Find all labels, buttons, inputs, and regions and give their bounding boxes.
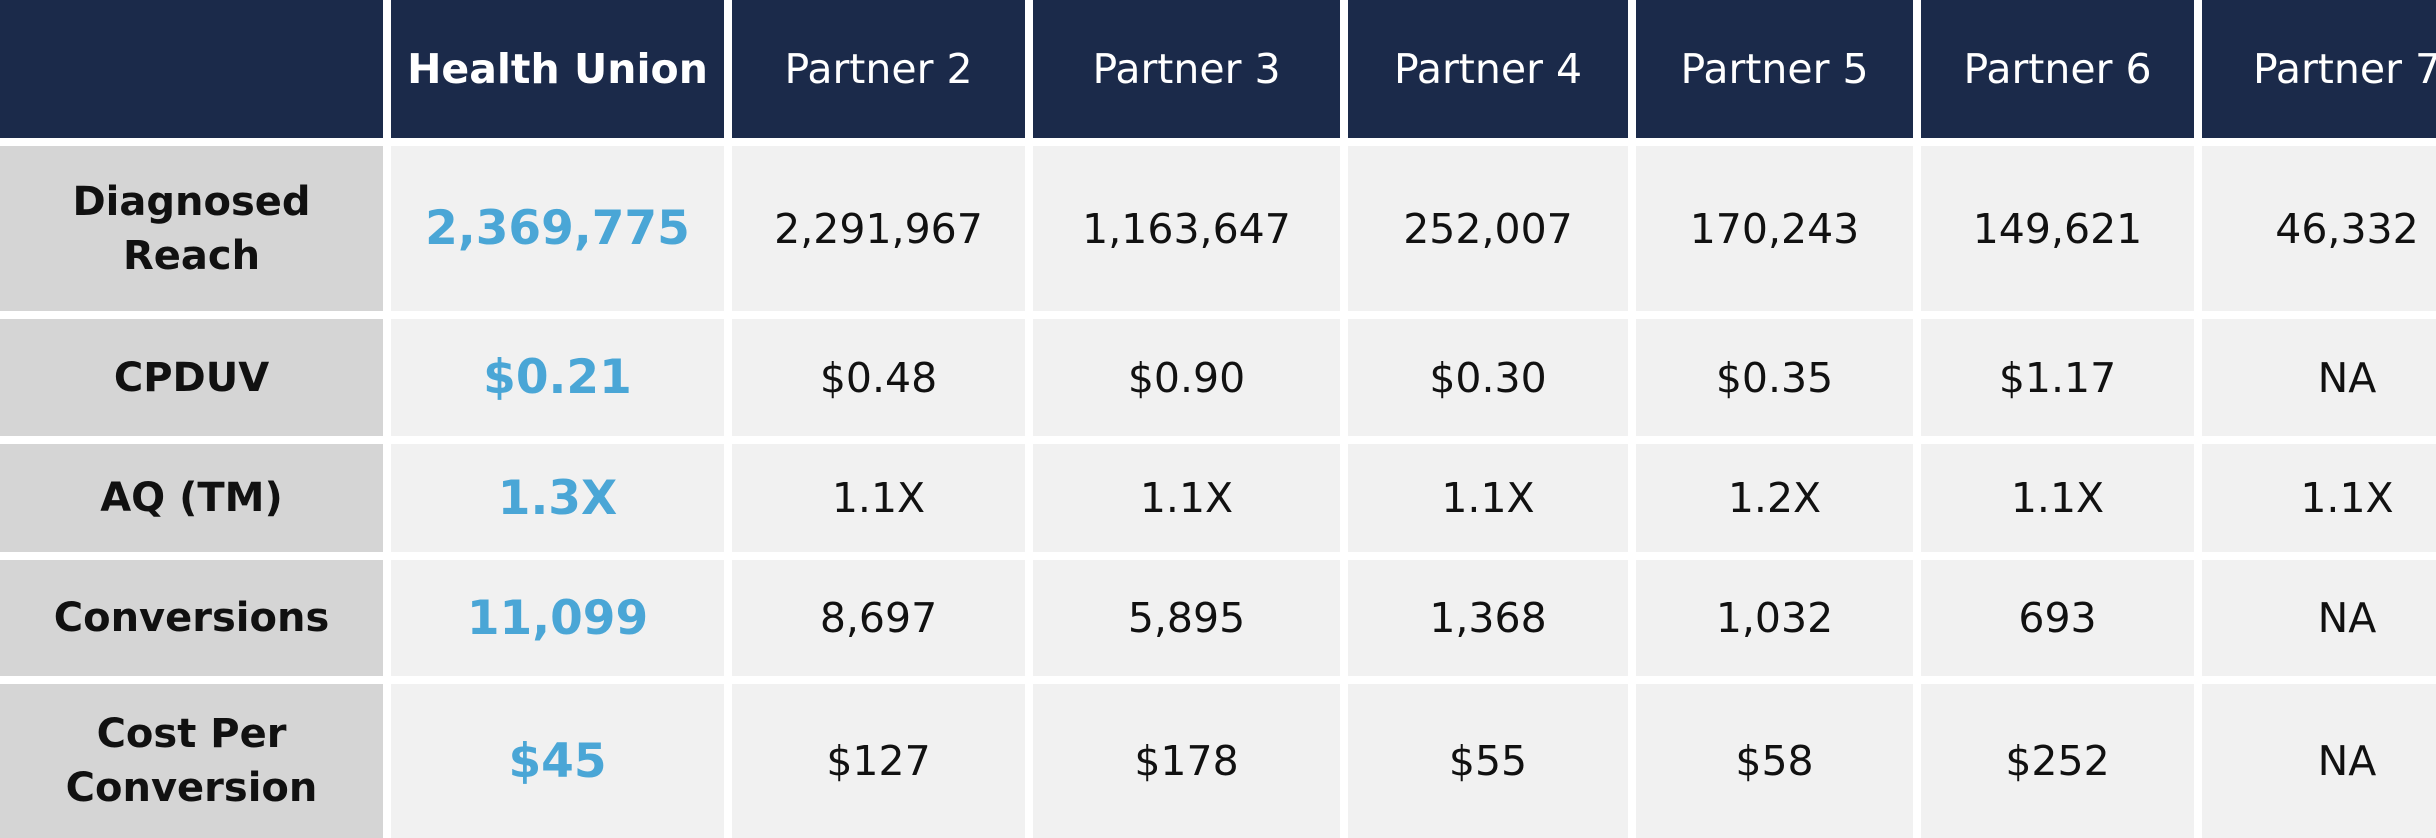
row-label-line: CPDUV xyxy=(113,354,270,401)
table-cell: 1.1X xyxy=(1348,444,1628,552)
header-partner-3: Partner 3 xyxy=(1033,0,1340,138)
row-label-line: Conversions xyxy=(53,595,330,641)
table-cell: 1,163,647 xyxy=(1033,146,1340,311)
health-union-value: 11,099 xyxy=(391,560,724,676)
row-label-line: Diagnosed xyxy=(72,178,311,225)
table-cell: 5,895 xyxy=(1033,560,1340,676)
row-label-diagnosed-reach: Diagnosed Reach xyxy=(0,146,383,311)
table-cell: 252,007 xyxy=(1348,146,1628,311)
header-partner-4: Partner 4 xyxy=(1348,0,1628,138)
table-cell: 1.1X xyxy=(2202,444,2436,552)
table-cell: 8,697 xyxy=(732,560,1025,676)
table-cell: 2,291,967 xyxy=(732,146,1025,311)
table-cell: 1,368 xyxy=(1348,560,1628,676)
row-label-cost-per-conversion: Cost Per Conversion xyxy=(0,684,383,838)
table-cell: $178 xyxy=(1033,684,1340,838)
table-cell: 693 xyxy=(1921,560,2194,676)
header-corner xyxy=(0,0,383,138)
table-cell: $252 xyxy=(1921,684,2194,838)
table-cell: $127 xyxy=(732,684,1025,838)
table-cell: NA xyxy=(2202,684,2436,838)
table-cell: $58 xyxy=(1636,684,1913,838)
header-partner-5: Partner 5 xyxy=(1636,0,1913,138)
row-label-line: Conversion xyxy=(65,765,318,811)
table-cell: 1.1X xyxy=(732,444,1025,552)
header-partner-2: Partner 2 xyxy=(732,0,1025,138)
row-label-line: AQ (TM) xyxy=(100,475,283,521)
table-cell: 149,621 xyxy=(1921,146,2194,311)
row-label-line: Reach xyxy=(122,232,261,279)
table-cell: 1.1X xyxy=(1033,444,1340,552)
table-cell: $0.90 xyxy=(1033,319,1340,436)
row-label-line: Cost Per xyxy=(96,711,287,757)
row-label-conversions: Conversions xyxy=(0,560,383,676)
health-union-value: 1.3X xyxy=(391,444,724,552)
header-partner-6: Partner 6 xyxy=(1921,0,2194,138)
table-cell: $0.35 xyxy=(1636,319,1913,436)
table-cell: NA xyxy=(2202,319,2436,436)
table-cell: $0.48 xyxy=(732,319,1025,436)
table-cell: 1.2X xyxy=(1636,444,1913,552)
health-union-value: $0.21 xyxy=(391,319,724,436)
table-cell: $1.17 xyxy=(1921,319,2194,436)
header-partner-7: Partner 7 xyxy=(2202,0,2436,138)
row-label-cpduv: CPDUV xyxy=(0,319,383,436)
table-cell: 170,243 xyxy=(1636,146,1913,311)
table-cell: $55 xyxy=(1348,684,1628,838)
table-cell: 1,032 xyxy=(1636,560,1913,676)
health-union-value: $45 xyxy=(391,684,724,838)
header-health-union: Health Union xyxy=(391,0,724,138)
table-cell: 1.1X xyxy=(1921,444,2194,552)
health-union-value: 2,369,775 xyxy=(391,146,724,311)
table-cell: $0.30 xyxy=(1348,319,1628,436)
table-cell: 46,332 xyxy=(2202,146,2436,311)
row-label-aq-tm: AQ (TM) xyxy=(0,444,383,552)
table-cell: NA xyxy=(2202,560,2436,676)
